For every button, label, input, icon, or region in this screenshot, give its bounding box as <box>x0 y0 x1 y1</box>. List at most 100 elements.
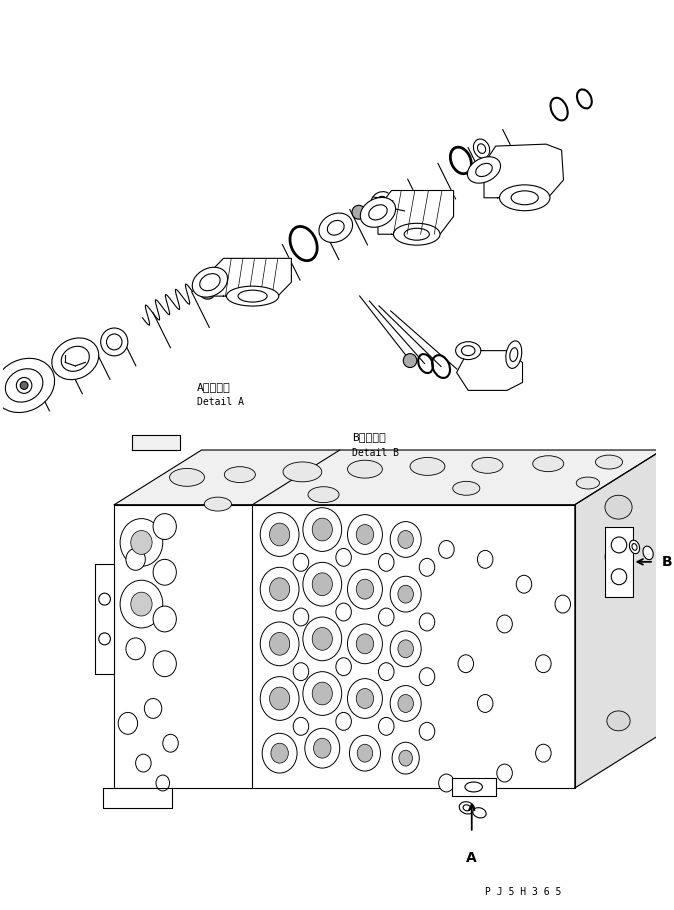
Circle shape <box>20 381 28 389</box>
Ellipse shape <box>260 622 299 666</box>
Ellipse shape <box>0 359 55 412</box>
Text: Detail B: Detail B <box>352 448 399 458</box>
Ellipse shape <box>262 733 297 774</box>
Ellipse shape <box>260 512 299 556</box>
Circle shape <box>100 328 128 356</box>
Ellipse shape <box>270 523 290 546</box>
Ellipse shape <box>379 553 394 571</box>
Ellipse shape <box>390 631 421 667</box>
Ellipse shape <box>576 477 599 489</box>
Ellipse shape <box>458 655 474 672</box>
Ellipse shape <box>312 628 332 651</box>
Ellipse shape <box>153 651 177 677</box>
Ellipse shape <box>303 617 342 661</box>
Ellipse shape <box>293 553 309 571</box>
Ellipse shape <box>153 606 177 632</box>
Ellipse shape <box>163 734 179 753</box>
Ellipse shape <box>156 775 170 791</box>
Ellipse shape <box>336 713 351 731</box>
Ellipse shape <box>630 541 640 553</box>
Ellipse shape <box>398 531 413 549</box>
Ellipse shape <box>336 603 351 621</box>
Ellipse shape <box>536 744 551 762</box>
Ellipse shape <box>118 713 137 734</box>
Ellipse shape <box>379 662 394 681</box>
Ellipse shape <box>392 743 419 774</box>
Ellipse shape <box>643 546 653 560</box>
Ellipse shape <box>398 640 413 658</box>
Ellipse shape <box>536 655 551 672</box>
Ellipse shape <box>312 518 332 541</box>
Ellipse shape <box>260 567 299 611</box>
Ellipse shape <box>456 341 481 359</box>
Ellipse shape <box>170 469 204 486</box>
Polygon shape <box>210 258 291 296</box>
Ellipse shape <box>271 743 288 763</box>
Ellipse shape <box>226 286 279 306</box>
Polygon shape <box>131 435 180 450</box>
Ellipse shape <box>305 728 340 768</box>
Ellipse shape <box>303 562 342 606</box>
Ellipse shape <box>390 521 421 557</box>
Ellipse shape <box>516 575 532 593</box>
Ellipse shape <box>357 744 373 762</box>
Polygon shape <box>95 564 115 673</box>
Polygon shape <box>484 144 563 197</box>
Circle shape <box>403 354 417 368</box>
Ellipse shape <box>153 513 177 540</box>
Ellipse shape <box>439 541 454 559</box>
Circle shape <box>213 274 222 283</box>
Ellipse shape <box>394 223 440 245</box>
Ellipse shape <box>497 764 512 782</box>
Ellipse shape <box>131 592 152 616</box>
Ellipse shape <box>499 185 550 211</box>
Ellipse shape <box>313 738 331 758</box>
Ellipse shape <box>390 576 421 612</box>
Text: A　詳　細: A 詳 細 <box>197 382 231 392</box>
Ellipse shape <box>399 750 412 766</box>
Ellipse shape <box>410 458 445 475</box>
Ellipse shape <box>357 689 373 709</box>
Ellipse shape <box>135 754 151 772</box>
Ellipse shape <box>357 524 373 544</box>
Polygon shape <box>575 450 662 788</box>
Polygon shape <box>102 788 173 808</box>
Ellipse shape <box>419 723 435 740</box>
Ellipse shape <box>293 717 309 735</box>
Ellipse shape <box>270 578 290 601</box>
Ellipse shape <box>468 157 501 183</box>
Ellipse shape <box>312 682 332 705</box>
Ellipse shape <box>497 615 512 633</box>
Polygon shape <box>115 450 662 505</box>
Ellipse shape <box>349 735 380 771</box>
Ellipse shape <box>348 570 382 609</box>
Text: Detail A: Detail A <box>197 398 244 408</box>
Ellipse shape <box>379 608 394 626</box>
Ellipse shape <box>5 369 43 402</box>
Circle shape <box>199 281 216 299</box>
Ellipse shape <box>192 268 228 298</box>
Ellipse shape <box>357 634 373 653</box>
Polygon shape <box>115 505 575 788</box>
Ellipse shape <box>348 460 382 478</box>
Ellipse shape <box>153 560 177 585</box>
Ellipse shape <box>439 774 454 792</box>
Ellipse shape <box>120 519 163 566</box>
Ellipse shape <box>120 581 163 628</box>
Text: P J 5 H 3 6 5: P J 5 H 3 6 5 <box>485 887 561 897</box>
Ellipse shape <box>303 508 342 551</box>
Text: B: B <box>662 555 672 569</box>
Ellipse shape <box>472 458 503 473</box>
Ellipse shape <box>459 802 474 814</box>
Ellipse shape <box>465 782 483 792</box>
Ellipse shape <box>398 585 413 603</box>
Ellipse shape <box>419 613 435 631</box>
Polygon shape <box>456 350 522 390</box>
Ellipse shape <box>419 559 435 576</box>
Circle shape <box>611 537 627 553</box>
Ellipse shape <box>131 531 152 554</box>
Ellipse shape <box>361 197 396 228</box>
Circle shape <box>99 593 111 605</box>
Ellipse shape <box>357 580 373 599</box>
Polygon shape <box>378 190 454 234</box>
